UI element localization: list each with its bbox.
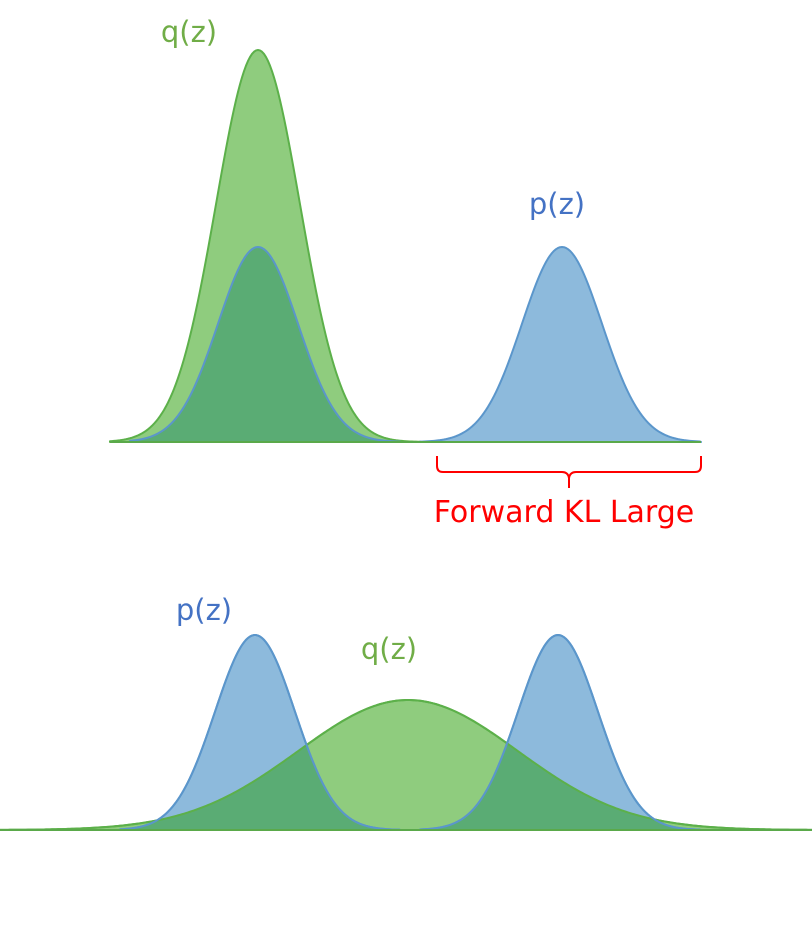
forward-kl-brace [436, 456, 702, 488]
bottom-q-label: q(z) [361, 632, 417, 666]
forward-kl-annotation: Forward KL Large [434, 495, 695, 530]
top-q-curve [109, 49, 421, 443]
top-panel: q(z) p(z) Forward KL Large [109, 15, 702, 530]
bottom-q-outline [0, 698, 812, 831]
bottom-panel: p(z) q(z) [0, 593, 812, 831]
top-q-label: q(z) [161, 15, 217, 49]
bottom-p-left-outline [119, 634, 401, 831]
top-p-label: p(z) [529, 187, 585, 221]
bottom-p-label: p(z) [176, 593, 232, 627]
top-p-right-curve [419, 246, 702, 443]
bottom-overlap-left [120, 745, 400, 830]
bottom-overlap-right [420, 744, 700, 830]
bottom-q-curve [0, 699, 812, 831]
top-p-left-curve [129, 246, 401, 443]
bottom-p-right-outline [419, 633, 701, 831]
